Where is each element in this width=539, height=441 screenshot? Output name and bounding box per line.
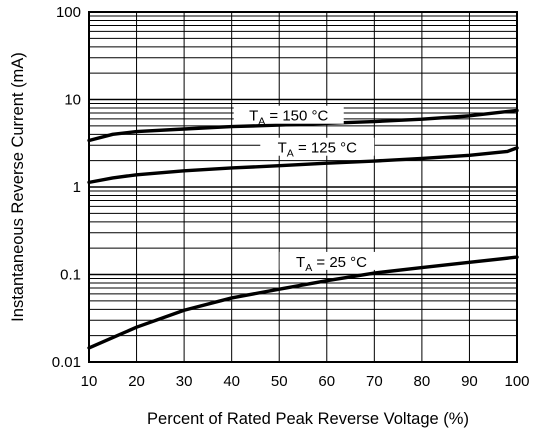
- x-tick-label: 80: [414, 373, 431, 390]
- x-tick-label: 40: [223, 373, 240, 390]
- y-axis-title: Instantaneous Reverse Current (mA): [9, 52, 27, 322]
- tick-labels: 10 20 30 40 50 60 70 80 90 100 0.01 0.1 1 10 100: [52, 4, 530, 390]
- x-tick-label: 60: [318, 373, 335, 390]
- x-tick-label: 20: [128, 373, 145, 390]
- series-labels: TA = 150 °C TA = 125 °C TA = 25 °C: [233, 105, 384, 274]
- series-label-background: [260, 137, 375, 156]
- series-line-0: [87, 108, 519, 143]
- series-line-1: [87, 146, 519, 185]
- series-label-1: TA = 125 °C: [278, 140, 357, 160]
- series-label-background: [233, 105, 344, 124]
- y-tick-label: 1: [73, 179, 81, 196]
- x-tick-label: 10: [81, 373, 98, 390]
- series-lines: [87, 108, 519, 350]
- series-label-2: TA = 25 °C: [296, 254, 367, 274]
- grid: [89, 12, 517, 362]
- y-tick-label: 0.01: [52, 354, 81, 371]
- y-tick-label: 100: [56, 4, 81, 21]
- plot-frame: [88, 11, 518, 363]
- x-tick-label: 100: [504, 373, 529, 390]
- series-label-0: TA = 150 °C: [249, 108, 328, 128]
- x-tick-label: 50: [271, 373, 288, 390]
- x-tick-label: 30: [176, 373, 193, 390]
- x-tick-label: 70: [366, 373, 383, 390]
- y-tick-label: 0.1: [60, 267, 81, 284]
- series-line-2: [87, 255, 519, 350]
- y-tick-label: 10: [64, 92, 81, 109]
- x-axis-title: Percent of Rated Peak Reverse Voltage (%…: [147, 410, 469, 428]
- series-label-background: [279, 251, 384, 270]
- x-tick-label: 90: [461, 373, 478, 390]
